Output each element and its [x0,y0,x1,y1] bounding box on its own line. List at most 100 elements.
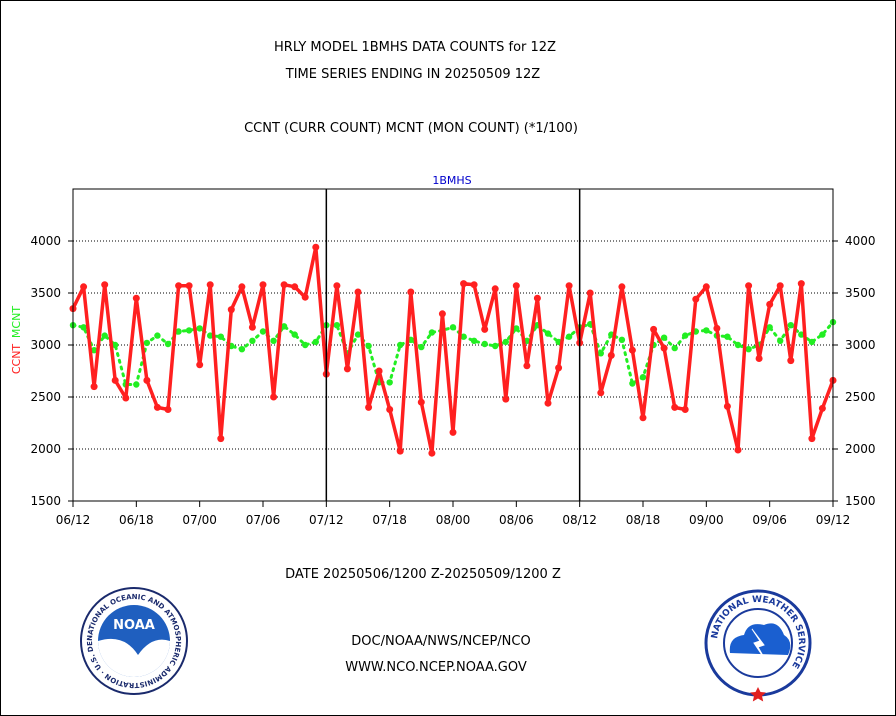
x-tick-label-09-00: 09/00 [689,513,724,527]
point-mcnt-23 [312,338,319,346]
point-ccnt-3 [101,281,109,289]
point-mcnt-30 [386,379,393,386]
point-ccnt-19 [270,393,278,401]
point-mcnt-54 [639,374,647,381]
point-ccnt-31 [396,447,404,455]
y-tick-label-right-4000: 4000 [845,234,876,248]
point-ccnt-6 [132,294,140,302]
chart-title-line1: HRLY MODEL 1BMHS DATA COUNTS for 12Z [274,40,556,55]
point-ccnt-68 [787,357,795,365]
point-ccnt-37 [460,280,468,288]
x-tick-label-07-12: 07/12 [309,513,344,527]
point-mcnt-36 [449,324,457,331]
point-mcnt-66 [766,324,773,331]
point-mcnt-21 [291,331,298,338]
y-tick-label-right-2000: 2000 [845,442,876,456]
point-ccnt-52 [618,283,626,291]
point-ccnt-42 [512,282,520,290]
y-axis-label: CCNT MCNT [10,306,23,374]
point-ccnt-64 [745,282,753,290]
point-mcnt-14 [217,333,224,340]
point-ccnt-51 [607,351,615,359]
point-mcnt-6 [133,381,140,388]
point-mcnt-53 [629,380,636,387]
point-mcnt-11 [185,327,193,334]
point-ccnt-61 [713,324,721,332]
y-tick-label-left-2500: 2500 [30,390,61,404]
point-ccnt-69 [797,280,805,288]
footer-website: WWW.NCO.NCEP.NOAA.GOV [345,660,527,675]
point-ccnt-47 [565,282,573,290]
noaa-logo-wordmark: NOAA [113,618,155,633]
point-ccnt-40 [491,285,499,293]
point-ccnt-38 [470,281,478,289]
lightning-icon [751,628,767,662]
point-mcnt-47 [565,333,573,340]
point-mcnt-39 [481,340,488,348]
point-ccnt-36 [449,428,457,436]
point-mcnt-16 [238,346,246,353]
point-ccnt-39 [481,325,489,333]
point-ccnt-54 [639,414,647,422]
point-ccnt-22 [301,293,309,301]
point-ccnt-10 [175,282,183,290]
point-ccnt-46 [555,364,563,372]
point-mcnt-57 [671,344,678,352]
point-mcnt-62 [724,333,731,340]
point-mcnt-27 [354,331,362,338]
point-ccnt-44 [533,294,541,302]
point-mcnt-28 [365,342,372,350]
point-mcnt-25 [333,322,341,329]
x-tick-label-06-12: 06/12 [56,513,91,527]
point-ccnt-32 [407,288,415,296]
point-ccnt-12 [196,361,204,369]
point-ccnt-41 [502,395,510,403]
point-mcnt-69 [798,331,805,338]
x-tick-label-07-00: 07/00 [182,513,217,527]
point-ccnt-7 [143,376,151,384]
point-ccnt-5 [122,394,130,402]
point-mcnt-37 [460,333,467,340]
point-mcnt-68 [787,322,794,329]
point-ccnt-14 [217,435,225,443]
point-mcnt-2 [90,347,98,354]
point-ccnt-71 [818,404,826,412]
point-ccnt-66 [766,300,774,308]
point-ccnt-4 [111,376,119,384]
point-ccnt-29 [375,367,383,375]
y-tick-label-right-3500: 3500 [845,286,876,300]
point-mcnt-33 [418,343,425,351]
point-mcnt-1 [80,324,87,331]
point-ccnt-28 [365,403,373,411]
series-layer [69,243,837,457]
point-mcnt-13 [207,332,214,339]
point-mcnt-3 [101,332,108,339]
point-mcnt-63 [734,341,742,349]
panel-label: 1BMHS [432,174,471,187]
point-mcnt-56 [660,334,668,341]
point-mcnt-38 [470,337,478,344]
y-tick-labels-left: 1500 2000 2500 3000 3500 4000 [30,234,73,508]
point-ccnt-9 [164,406,172,413]
point-ccnt-53 [628,346,636,354]
x-tick-label-08-06: 08/06 [499,513,534,527]
chart-subtitle-legend: CCNT (CURR COUNT) MCNT (MON COUNT) (*1/1… [244,121,578,136]
point-mcnt-42 [513,325,520,332]
point-ccnt-34 [428,449,436,457]
x-tick-label-07-18: 07/18 [372,513,407,527]
nws-logo: NATIONAL WEATHER SERVICE [704,589,812,702]
point-ccnt-60 [702,283,710,291]
y-tick-label-left-2000: 2000 [30,442,61,456]
point-mcnt-17 [249,337,256,344]
point-mcnt-58 [682,332,689,339]
x-tick-label-08-00: 08/00 [436,513,471,527]
x-tick-label-09-12: 09/12 [816,513,851,527]
x-tick-label-09-06: 09/06 [752,513,787,527]
point-ccnt-55 [650,325,658,333]
point-mcnt-4 [112,341,119,349]
y-axis-label-mcnt: MCNT [10,306,23,338]
point-ccnt-45 [544,399,552,407]
point-ccnt-59 [692,295,700,303]
